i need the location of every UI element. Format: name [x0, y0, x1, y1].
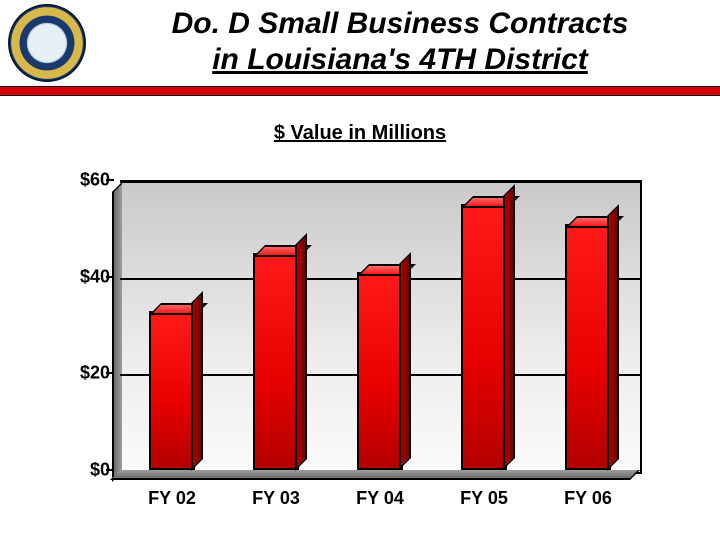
y-tick-label: $20: [50, 363, 110, 384]
bar-chart: $0$20$40$60FY 02FY 03FY 04FY 05FY 06: [60, 170, 660, 510]
header-divider: [0, 86, 720, 96]
bar: [253, 253, 300, 471]
y-tick-label: $40: [50, 266, 110, 287]
y-tick-mark: [106, 469, 114, 471]
x-tick-label: FY 03: [252, 488, 300, 509]
x-tick-label: FY 04: [356, 488, 404, 509]
y-tick-mark: [106, 276, 114, 278]
bar: [149, 311, 196, 471]
bar: [461, 204, 508, 470]
header: Do. D Small Business Contracts in Louisi…: [0, 0, 720, 92]
x-tick-label: FY 05: [460, 488, 508, 509]
x-tick-label: FY 06: [564, 488, 612, 509]
title-line-1: Do. D Small Business Contracts: [95, 6, 705, 42]
y-tick-mark: [106, 179, 114, 181]
y-tick-label: $60: [50, 170, 110, 191]
navy-seal-icon: [8, 4, 86, 82]
y-tick-mark: [106, 372, 114, 374]
chart-subtitle: $ Value in Millions: [0, 122, 720, 145]
y-tick-label: $0: [50, 460, 110, 481]
bar: [565, 224, 612, 471]
page-title: Do. D Small Business Contracts in Louisi…: [95, 6, 705, 78]
x-tick-label: FY 02: [148, 488, 196, 509]
bars-layer: [120, 180, 640, 470]
title-line-2: in Louisiana's 4TH District: [95, 42, 705, 78]
bar: [357, 272, 404, 470]
